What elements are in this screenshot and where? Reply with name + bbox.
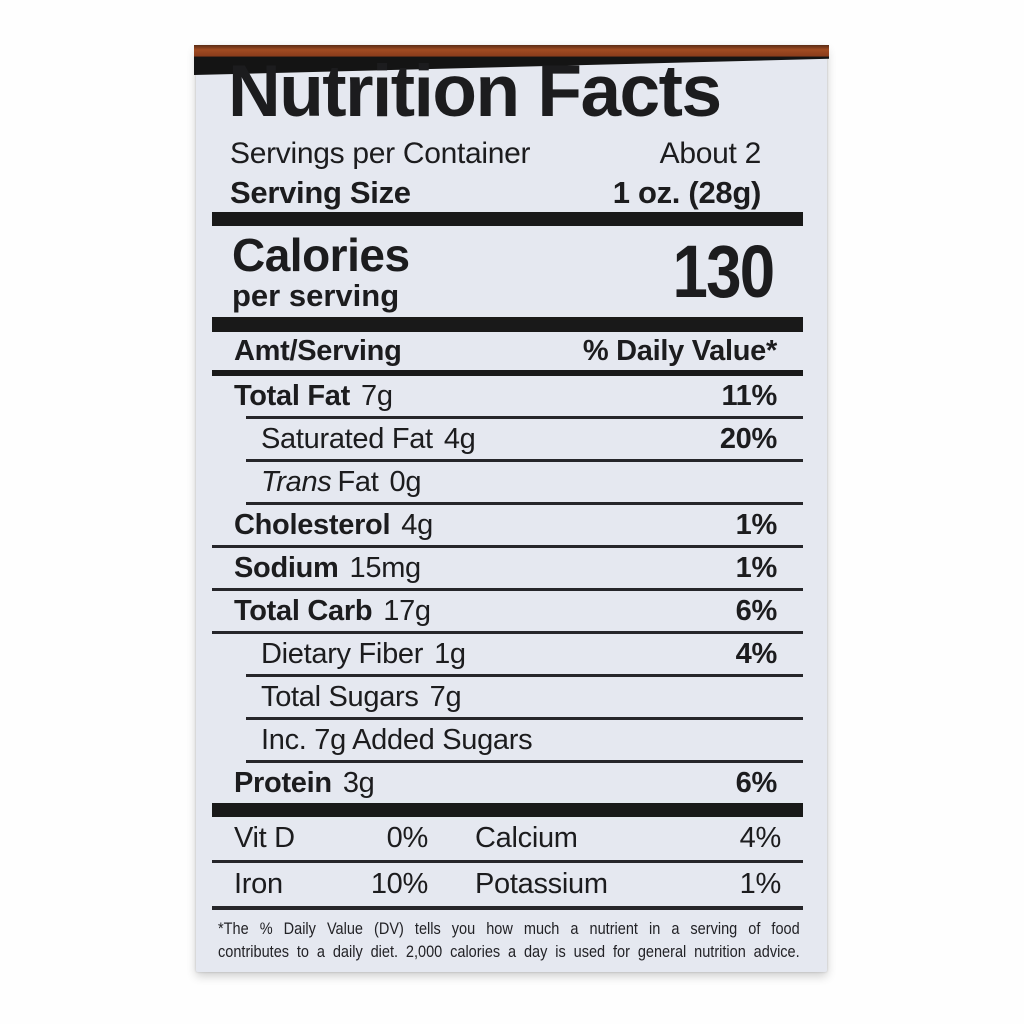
micronutrient-pair: Iron 10% [234,868,428,901]
daily-value-footnote: *The % Daily Value (DV) tells you how mu… [218,918,803,964]
micronutrient-value: 4% [739,822,782,854]
medium-divider-bar [212,370,803,376]
servings-per-container-row: Servings per Container About 2 [212,134,803,173]
nutrient-amount: 4g [443,422,476,455]
divider [212,860,803,863]
nutrient-amount: 3g [342,766,375,799]
nutrient-name: Sodium [234,551,339,584]
servings-per-container-label: Servings per Container [230,136,531,170]
thick-divider-bar [212,317,803,332]
nutrient-name: Protein [234,766,332,799]
divider [246,674,803,677]
divider [246,416,803,419]
nutrient-amount: 4g [401,508,433,541]
nutrient-row-dietary-fiber: Dietary Fiber 1g 4% [212,634,803,674]
nutrient-name: Cholesterol [234,508,391,541]
nutrient-row-total-sugars: Total Sugars 7g [212,677,803,717]
nutrient-row-total-fat: Total Fat 7g 11% [212,376,803,416]
nutrient-daily-value: 11% [721,379,777,412]
daily-value-column-header: % Daily Value* [582,334,777,367]
footnote-line: *The % Daily Value (DV) tells you how mu… [218,920,800,938]
nutrient-row-cholesterol: Cholesterol 4g 1% [212,505,803,545]
micronutrient-row-1: Vit D 0% Calcium 4% [212,817,803,860]
micronutrient-pair: Vit D 0% [234,822,428,855]
footnote-divider [212,906,803,910]
nutrient-amount: 7g [360,379,393,412]
thick-divider-bar [212,212,803,226]
footnote-line: contributes to a daily diet. 2,000 calor… [218,943,800,961]
label-content: Nutrition Facts Servings per Container A… [212,46,803,964]
thick-divider-bar [212,803,803,817]
nutrition-facts-label: Nutrition Facts Servings per Container A… [194,45,829,972]
nutrition-facts-title: Nutrition Facts [228,51,722,132]
micronutrient-name: Vit D [234,822,295,854]
divider [246,502,803,505]
nutrient-amount: 15mg [349,551,422,584]
micronutrient-pair: Calcium 4% [475,822,781,855]
serving-size-label: Serving Size [230,174,411,210]
serving-size-value: 1 oz. (28g) [612,174,762,210]
nutrient-name-rest: Fat [337,465,379,498]
nutrient-amount: 17g [383,594,431,627]
divider [212,631,803,634]
nutrient-row-total-carb: Total Carb 17g 6% [212,591,803,631]
calories-label: Calories [232,229,410,281]
calories-labels: Calories per serving [232,231,410,312]
nutrient-name: Total Sugars [261,680,419,713]
nutrient-daily-value: 6% [735,594,778,627]
nutrient-row-saturated-fat: Saturated Fat 4g 20% [212,419,803,459]
nutrient-row-added-sugars: Inc. 7g Added Sugars [212,720,803,760]
serving-size-row: Serving Size 1 oz. (28g) [212,173,803,212]
nutrient-row-trans-fat: Trans Fat 0g [212,462,803,502]
micronutrient-name: Iron [234,868,283,900]
nutrient-daily-value: 6% [735,766,778,799]
nutrient-daily-value: 1% [735,551,778,584]
micronutrient-value: 1% [739,868,782,900]
label-header: Nutrition Facts Servings per Container A… [212,46,803,212]
nutrient-amount: 0g [389,465,422,498]
nutrient-name: Total Fat [234,379,350,412]
nutrient-row-protein: Protein 3g 6% [212,763,803,803]
nutrient-row-sodium: Sodium 15mg 1% [212,548,803,588]
divider [212,545,803,548]
nutrient-name: Total Carb [234,594,373,627]
nutrient-amount: 1g [434,637,466,670]
divider [246,760,803,763]
nutrient-name-italic: Trans [261,465,332,498]
calories-value: 130 [671,230,775,313]
nutrient-amount: 7g [429,680,462,713]
micronutrient-value: 10% [370,868,428,900]
column-header-row: Amt/Serving % Daily Value* [212,332,803,370]
nutrient-name: Saturated Fat [261,422,433,455]
calories-row: Calories per serving 130 [212,226,803,317]
micronutrient-value: 0% [386,822,429,854]
micronutrient-name: Calcium [475,822,578,854]
micronutrient-name: Potassium [475,868,608,900]
nutrient-name: Inc. 7g Added Sugars [261,723,533,756]
servings-per-container-value: About 2 [659,136,762,170]
micronutrient-pair: Potassium 1% [475,868,781,901]
nutrient-daily-value: 20% [719,422,777,455]
calories-sublabel: per serving [232,278,400,313]
micronutrient-row-2: Iron 10% Potassium 1% [212,863,803,906]
nutrient-name: Trans Fat [261,465,379,499]
divider [246,717,803,720]
nutrient-name: Dietary Fiber [261,637,424,670]
amount-column-header: Amt/Serving [234,334,402,367]
divider [212,588,803,591]
nutrient-daily-value: 1% [735,508,778,541]
divider [246,459,803,462]
nutrient-daily-value: 4% [735,637,778,670]
